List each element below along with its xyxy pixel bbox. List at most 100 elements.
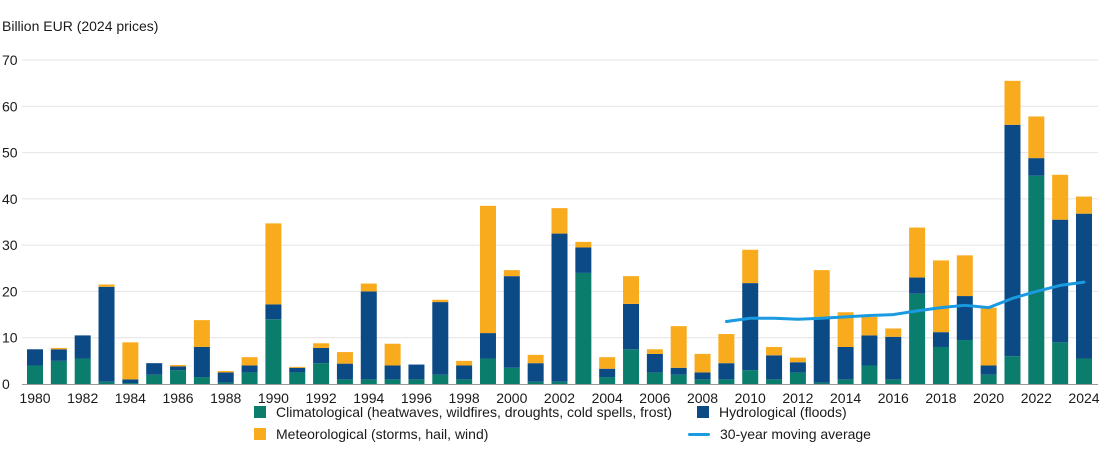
bar-2009-series-1 (718, 363, 735, 380)
x-tick-label-2000: 2000 (496, 390, 527, 406)
bar-1987-series-1 (193, 346, 210, 378)
bar-2009-series-2 (718, 334, 735, 364)
bar-2022-series-0 (1028, 175, 1045, 384)
bar-2002-series-2 (551, 208, 568, 234)
bar-1983-series-0 (98, 381, 115, 384)
bar-2012-series-2 (789, 357, 806, 363)
bar-1983-series-2 (98, 284, 115, 287)
x-tick-label-2002: 2002 (544, 390, 575, 406)
bar-2006-series-1 (646, 353, 663, 373)
bar-1986-series-1 (170, 366, 187, 371)
bar-1994-series-2 (360, 283, 377, 292)
bar-2017-series-1 (909, 277, 926, 294)
legend-swatch-moving-average (688, 432, 710, 436)
x-tick-label-2004: 2004 (592, 390, 623, 406)
bar-2017-series-2 (909, 227, 926, 278)
bar-2012-series-0 (789, 372, 806, 384)
bar-2010-series-2 (742, 249, 759, 284)
bar-2001-series-0 (527, 381, 544, 384)
bar-2014-series-1 (837, 346, 854, 380)
bar-2010-series-0 (742, 370, 759, 384)
bar-2017-series-0 (909, 293, 926, 384)
bar-2019-series-1 (956, 296, 973, 341)
x-tick-label-1992: 1992 (306, 390, 337, 406)
bar-2016-series-2 (885, 328, 902, 337)
bar-2023-series-0 (1052, 342, 1069, 384)
x-tick-label-2024: 2024 (1068, 390, 1099, 406)
bar-2009-series-0 (718, 379, 735, 384)
bar-1994-series-1 (360, 291, 377, 380)
bar-2002-series-0 (551, 381, 568, 384)
bar-1997-series-1 (432, 302, 449, 375)
x-tick-label-2018: 2018 (925, 390, 956, 406)
bar-1981-series-2 (50, 347, 67, 350)
x-tick-label-1980: 1980 (19, 390, 50, 406)
bar-1989-series-1 (241, 365, 258, 373)
x-tick-label-2006: 2006 (639, 390, 670, 406)
bar-2015-series-2 (861, 316, 878, 336)
y-tick-label-10: 10 (2, 330, 18, 346)
bar-2013-series-1 (813, 317, 830, 383)
bar-1992-series-2 (313, 343, 330, 348)
x-tick-label-2012: 2012 (782, 390, 813, 406)
x-tick-label-1994: 1994 (353, 390, 384, 406)
bar-2023-series-1 (1052, 219, 1069, 343)
bar-1991-series-1 (289, 367, 306, 373)
bar-1983-series-1 (98, 286, 115, 382)
x-tick-label-1990: 1990 (258, 390, 289, 406)
bar-2024-series-2 (1076, 196, 1092, 214)
legend-swatch-meteorological (254, 428, 266, 440)
bar-1993-series-1 (336, 363, 353, 380)
legend-label-hydrological: Hydrological (floods) (719, 404, 847, 420)
bar-2021-series-2 (1004, 80, 1021, 125)
bar-2024-series-1 (1076, 213, 1092, 359)
x-tick-label-2008: 2008 (687, 390, 718, 406)
bar-1992-series-0 (313, 363, 330, 384)
bar-1999-series-0 (479, 358, 496, 384)
bar-1991-series-2 (289, 366, 306, 368)
bar-1988-series-2 (217, 371, 234, 373)
x-tick-label-1982: 1982 (67, 390, 98, 406)
bar-2016-series-1 (885, 336, 902, 380)
bar-2013-series-2 (813, 270, 830, 318)
bar-2015-series-0 (861, 365, 878, 384)
bar-2004-series-0 (599, 377, 616, 384)
bar-2000-series-2 (503, 270, 520, 277)
legend-label-moving-average: 30-year moving average (720, 426, 871, 442)
bar-2003-series-0 (575, 272, 592, 384)
bar-1993-series-0 (336, 379, 353, 384)
bar-1980-series-0 (27, 365, 43, 384)
bar-1996-series-0 (408, 379, 425, 384)
x-tick-label-1996: 1996 (401, 390, 432, 406)
x-tick-label-2010: 2010 (735, 390, 766, 406)
bar-2006-series-0 (646, 372, 663, 384)
bar-2004-series-2 (599, 357, 616, 369)
y-tick-label-60: 60 (2, 98, 18, 114)
bar-1999-series-2 (479, 205, 496, 334)
bar-1984-series-1 (122, 379, 139, 384)
bar-1982-series-0 (74, 358, 91, 384)
bar-2015-series-1 (861, 335, 878, 366)
legend-item-climatological: Climatological (heatwaves, wildfires, dr… (254, 404, 672, 420)
bar-2001-series-1 (527, 363, 544, 382)
x-tick-label-1998: 1998 (449, 390, 480, 406)
bar-2014-series-2 (837, 312, 854, 347)
bar-2000-series-0 (503, 367, 520, 384)
bar-2012-series-1 (789, 362, 806, 373)
legend-label-climatological: Climatological (heatwaves, wildfires, dr… (276, 404, 673, 420)
bar-1980-series-1 (27, 349, 43, 366)
bar-1984-series-0 (122, 383, 139, 384)
bar-1982-series-1 (74, 335, 91, 359)
x-tick-label-2014: 2014 (830, 390, 861, 406)
legend-label-meteorological: Meteorological (storms, hail, wind) (276, 426, 489, 442)
bar-1981-series-1 (50, 349, 67, 361)
bar-2021-series-1 (1004, 124, 1021, 357)
y-tick-label-0: 0 (2, 376, 10, 392)
bar-1998-series-1 (456, 365, 473, 380)
bar-2020-series-2 (980, 307, 997, 366)
bar-1985-series-0 (146, 374, 163, 384)
bar-1997-series-2 (432, 299, 449, 303)
bar-1995-series-0 (384, 379, 401, 384)
bar-2001-series-2 (527, 354, 544, 364)
